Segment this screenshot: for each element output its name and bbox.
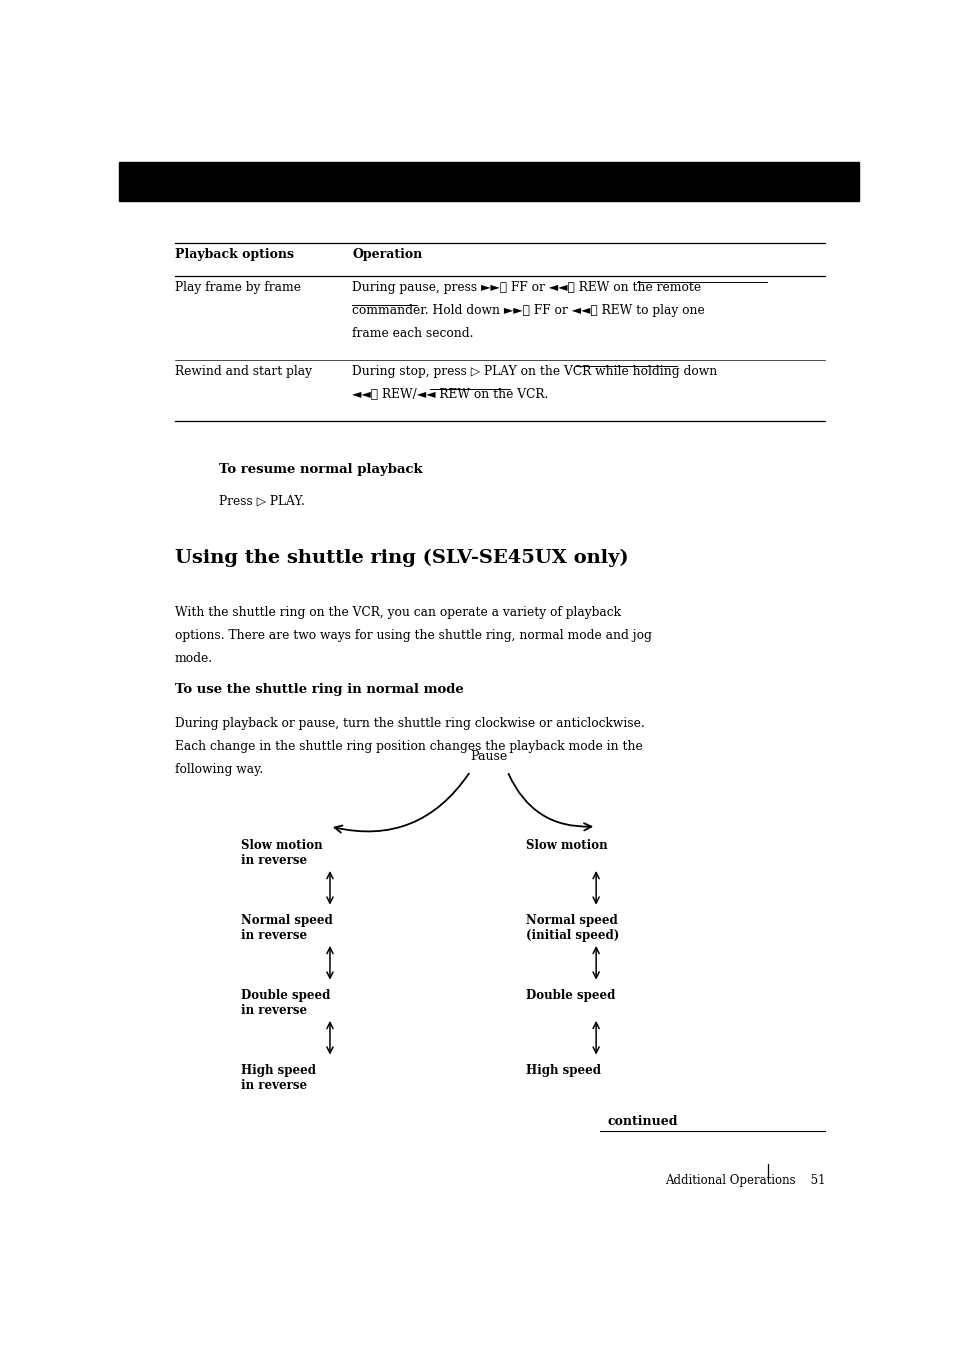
Text: ◄◄ⓦ REW/◄◄ REW on the VCR.: ◄◄ⓦ REW/◄◄ REW on the VCR. [352, 388, 548, 402]
Text: Rewind and start play: Rewind and start play [174, 365, 312, 379]
Text: To use the shuttle ring in normal mode: To use the shuttle ring in normal mode [174, 683, 463, 696]
Text: With the shuttle ring on the VCR, you can operate a variety of playback: With the shuttle ring on the VCR, you ca… [174, 606, 620, 619]
Text: Normal speed
in reverse: Normal speed in reverse [241, 914, 333, 942]
Bar [119, 162, 858, 200]
Text: During stop, press ▷ PLAY on the VCR while holding down: During stop, press ▷ PLAY on the VCR whi… [352, 365, 717, 379]
Text: During pause, press ►►ⓦ FF or ◄◄ⓦ REW on the remote: During pause, press ►►ⓦ FF or ◄◄ⓦ REW on… [352, 281, 700, 293]
Text: High speed
in reverse: High speed in reverse [241, 1064, 315, 1092]
Text: frame each second.: frame each second. [352, 327, 473, 339]
Text: Operation: Operation [352, 247, 422, 261]
Text: High speed: High speed [525, 1064, 600, 1076]
Text: Play frame by frame: Play frame by frame [174, 281, 300, 293]
Text: To resume normal playback: To resume normal playback [219, 464, 422, 476]
Text: Slow motion
in reverse: Slow motion in reverse [241, 838, 322, 868]
Text: Pause: Pause [470, 750, 507, 763]
Text: following way.: following way. [174, 763, 263, 776]
Text: Playback options: Playback options [174, 247, 294, 261]
Text: Using the shuttle ring (SLV-SE45UX only): Using the shuttle ring (SLV-SE45UX only) [174, 549, 628, 566]
Text: Slow motion: Slow motion [525, 838, 607, 852]
Text: commander. Hold down ►►ⓦ FF or ◄◄ⓦ REW to play one: commander. Hold down ►►ⓦ FF or ◄◄ⓦ REW t… [352, 304, 704, 316]
Text: Press ▷ PLAY.: Press ▷ PLAY. [219, 495, 305, 507]
Text: During playback or pause, turn the shuttle ring clockwise or anticlockwise.: During playback or pause, turn the shutt… [174, 717, 644, 730]
Text: Additional Operations    51: Additional Operations 51 [664, 1174, 824, 1187]
Text: Double speed: Double speed [525, 988, 615, 1002]
Text: Normal speed
(initial speed): Normal speed (initial speed) [525, 914, 618, 942]
Text: Double speed
in reverse: Double speed in reverse [241, 988, 331, 1017]
Text: options. There are two ways for using the shuttle ring, normal mode and jog: options. There are two ways for using th… [174, 629, 651, 642]
Text: continued: continued [606, 1115, 677, 1129]
Text: mode.: mode. [174, 652, 213, 665]
Text: Each change in the shuttle ring position changes the playback mode in the: Each change in the shuttle ring position… [174, 740, 641, 753]
